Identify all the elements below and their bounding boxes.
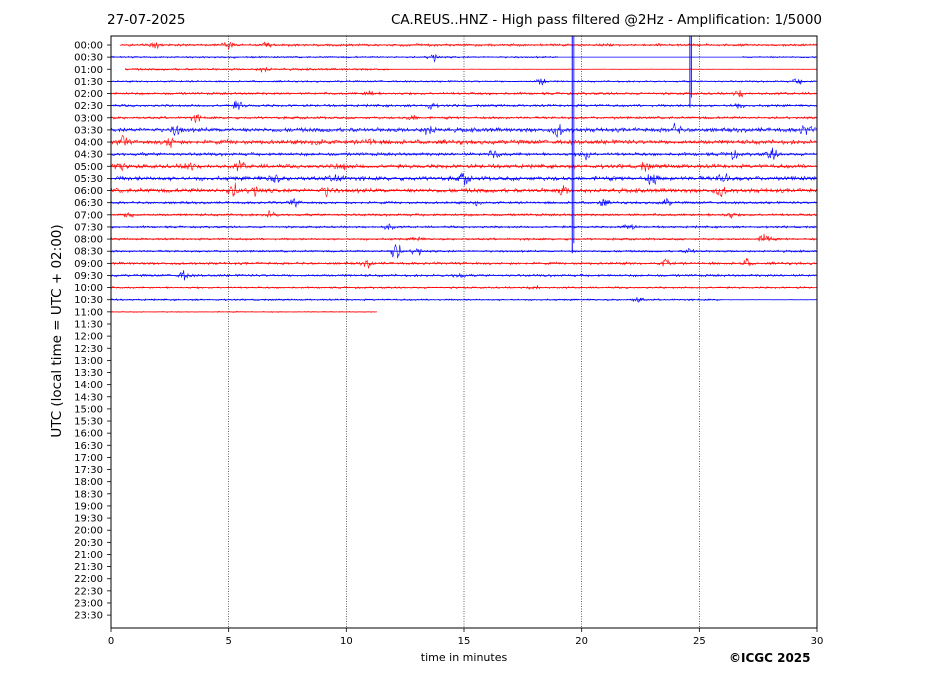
row-tick-label: 00:00 (74, 41, 103, 52)
trace-0200 (110, 90, 817, 98)
row-tick-label: 09:30 (74, 271, 103, 282)
row-tick-label: 05:00 (74, 162, 103, 173)
date-label: 27-07-2025 (107, 12, 186, 28)
row-tick-label: 21:30 (74, 562, 103, 573)
trace-1030 (110, 296, 817, 303)
x-tick-label: 0 (108, 636, 114, 647)
trace-0400 (110, 134, 817, 148)
row-tick-label: 20:00 (74, 526, 103, 537)
row-tick-label: 14:00 (74, 380, 103, 391)
x-tick-labels: 0 5 10 15 20 25 30 (108, 628, 824, 647)
y-axis-label: UTC (local time = UTC + 02:00) (49, 224, 65, 438)
row-tick-label: 11:00 (74, 307, 103, 318)
row-tick-label: 13:00 (74, 356, 103, 367)
row-tick-label: 19:00 (74, 501, 103, 512)
trace-0530 (110, 172, 817, 186)
trace-0830 (110, 243, 817, 259)
row-tick-label: 02:30 (74, 101, 103, 112)
row-tick-label: 04:30 (74, 150, 103, 161)
row-tick-label: 09:00 (74, 259, 103, 270)
trace-0900 (110, 258, 817, 269)
row-tick-label: 06:00 (74, 186, 103, 197)
copyright-label: ©ICGC 2025 (729, 651, 811, 665)
row-tick-label: 00:30 (74, 53, 103, 64)
row-tick-label: 07:30 (74, 222, 103, 233)
row-tick-label: 23:30 (74, 611, 103, 622)
trace-0100 (124, 67, 817, 73)
trace-0700 (110, 210, 817, 220)
vertical-gridlines (228, 36, 700, 628)
x-tick-label: 20 (575, 636, 588, 647)
row-tick-label: 19:30 (74, 514, 103, 525)
trace-1100 (110, 310, 377, 313)
row-tick-label: 13:30 (74, 368, 103, 379)
row-tick-label: 04:00 (74, 138, 103, 149)
row-tick-label: 01:30 (74, 77, 103, 88)
row-tick-label: 14:30 (74, 392, 103, 403)
row-tick-label: 05:30 (74, 174, 103, 185)
row-tick-label: 18:30 (74, 489, 103, 500)
row-tick-label: 08:30 (74, 247, 103, 258)
row-tick-label: 03:00 (74, 113, 103, 124)
row-tick-label: 20:30 (74, 538, 103, 549)
trace-0730 (110, 223, 817, 231)
x-axis-label: time in minutes (420, 651, 508, 664)
row-tick-label: 23:00 (74, 598, 103, 609)
row-tick-label: 16:00 (74, 429, 103, 440)
row-tick-label: 11:30 (74, 319, 103, 330)
row-tick-label: 17:30 (74, 465, 103, 476)
trace-0300 (110, 114, 817, 124)
row-tick-label: 08:00 (74, 235, 103, 246)
trace-0230 (110, 100, 817, 111)
row-tick-label: 07:00 (74, 210, 103, 221)
trace-0000 (120, 41, 817, 51)
trace-0630 (110, 198, 817, 209)
row-tick-label: 12:00 (74, 332, 103, 343)
station-title: CA.REUS..HNZ - High pass filtered @2Hz -… (390, 12, 822, 28)
row-tick-label: 12:30 (74, 344, 103, 355)
row-tick-label: 16:30 (74, 441, 103, 452)
row-tick-label: 22:30 (74, 586, 103, 597)
row-tick-label: 15:30 (74, 417, 103, 428)
row-tick-label: 22:00 (74, 574, 103, 585)
trace-1000 (110, 284, 817, 290)
row-tick-label: 18:00 (74, 477, 103, 488)
row-tick-label: 15:00 (74, 404, 103, 415)
trace-0330 (110, 122, 817, 138)
spike-marks (571, 36, 692, 254)
trace-0130 (110, 78, 817, 86)
row-tick-label: 10:00 (74, 283, 103, 294)
row-tick-label: 21:00 (74, 550, 103, 561)
row-tick-label: 03:30 (74, 125, 103, 136)
row-tick-label: 17:00 (74, 453, 103, 464)
row-tick-label: 06:30 (74, 198, 103, 209)
trace-0430 (110, 147, 817, 161)
trace-0500 (110, 160, 817, 172)
trace-0600 (110, 182, 817, 198)
x-tick-label: 15 (458, 636, 471, 647)
trace-0800 (110, 233, 817, 242)
x-tick-label: 25 (693, 636, 706, 647)
x-tick-label: 30 (811, 636, 824, 647)
row-tick-labels: 00:0000:3001:0001:3002:0002:3003:0003:30… (74, 41, 111, 622)
row-tick-label: 02:00 (74, 89, 103, 100)
trace-0930 (110, 270, 817, 281)
row-tick-label: 10:30 (74, 295, 103, 306)
x-tick-label: 10 (340, 636, 353, 647)
trace-0030 (110, 53, 817, 63)
row-tick-label: 01:00 (74, 65, 103, 76)
seismic-traces (110, 41, 817, 313)
x-tick-label: 5 (225, 636, 231, 647)
